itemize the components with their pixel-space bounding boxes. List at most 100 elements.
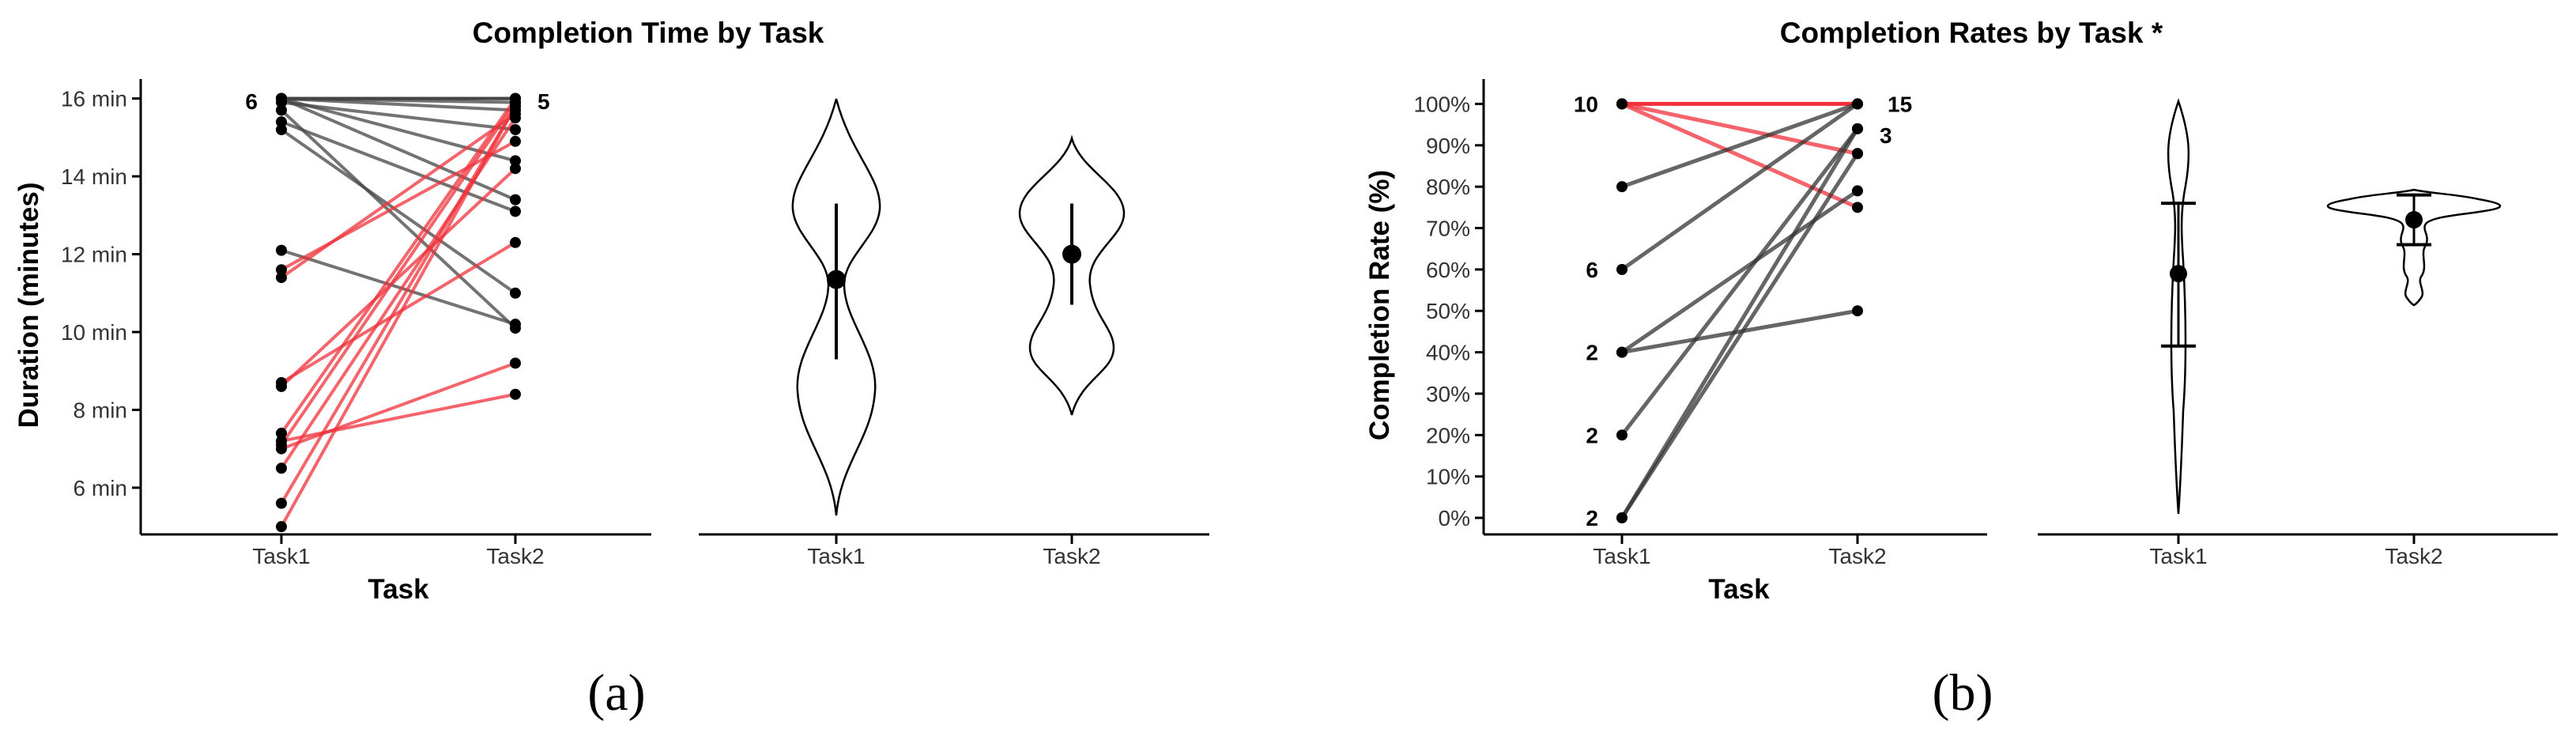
paired-line — [280, 105, 517, 504]
data-point — [510, 135, 521, 147]
chart-b-count-labels: 10 6 2 2 2 15 3 — [1574, 92, 1912, 530]
count-label: 6 — [1586, 258, 1598, 282]
y-tick-label: 50% — [1426, 299, 1470, 323]
data-point — [510, 100, 521, 112]
data-point — [276, 264, 287, 276]
data-point — [1852, 148, 1863, 160]
paired-line — [1620, 152, 1860, 519]
y-tick-label: 10% — [1426, 465, 1470, 489]
count-label: 3 — [1880, 123, 1892, 148]
data-point — [276, 428, 287, 439]
chart-b-y-ticks: 0% 10% 20% 30% 40% 50% 60% 70% 80% 90% 100% — [1413, 92, 1484, 530]
chart-b-violin-xtick-task2: Task2 — [2385, 544, 2442, 568]
paired-line — [280, 101, 517, 446]
data-point — [276, 96, 287, 108]
chart-a-task2-top-label: 5 — [537, 89, 550, 114]
data-point — [276, 497, 287, 509]
data-point — [1616, 429, 1627, 441]
chart-a-title: Completion Time by Task — [473, 17, 824, 49]
chart-b-y-axis-title: Completion Rate (%) — [1364, 170, 1395, 440]
chart-a-violin-stats — [827, 203, 1081, 360]
y-tick-label: 12 min — [61, 243, 127, 267]
chart-b-points — [1616, 98, 1863, 524]
chart-a-violin-xtick-task2: Task2 — [1043, 544, 1100, 568]
paired-line — [281, 140, 516, 271]
paired-line — [281, 96, 516, 112]
paired-line — [1620, 189, 1859, 354]
chart-a-task1-top-label: 6 — [245, 89, 258, 114]
y-tick-label: 40% — [1426, 341, 1470, 365]
chart-a-y-axis-title: Duration (minutes) — [13, 182, 44, 428]
paired-line — [281, 248, 516, 326]
data-point — [1852, 202, 1863, 213]
panel-a: Completion Time by Task 6 min 8 min 10 min… — [13, 17, 1209, 722]
data-point — [510, 319, 521, 330]
y-tick-label: 0% — [1439, 506, 1470, 530]
data-point — [276, 462, 287, 474]
data-point — [1616, 346, 1627, 358]
data-point — [276, 272, 287, 284]
y-tick-label: 30% — [1426, 382, 1470, 406]
data-point — [510, 163, 521, 175]
data-point — [1616, 98, 1627, 110]
data-point — [276, 116, 287, 128]
paired-line — [281, 96, 516, 202]
data-point — [1852, 305, 1863, 317]
data-point — [1616, 181, 1627, 193]
y-tick-label: 90% — [1426, 134, 1470, 158]
data-point — [276, 521, 287, 533]
paired-line — [1620, 127, 1859, 436]
data-point — [510, 287, 521, 299]
chart-b-caption: (b) — [1933, 664, 1993, 722]
paired-line — [280, 108, 517, 330]
chart-b-violin-xtick-task1: Task1 — [2149, 544, 2207, 568]
chart-a-caption: (a) — [587, 664, 645, 722]
chart-a-paired-lines — [280, 96, 517, 528]
y-tick-label: 14 min — [61, 164, 127, 189]
paired-line — [281, 96, 516, 163]
chart-b-violin-stats — [2161, 193, 2431, 348]
data-point — [510, 124, 521, 135]
paired-line — [281, 100, 516, 131]
data-point — [510, 357, 521, 369]
data-point — [276, 443, 287, 455]
y-tick-label: 6 min — [74, 476, 127, 500]
y-tick-label: 8 min — [74, 398, 127, 422]
violin-mean-point — [1062, 244, 1081, 264]
data-point — [1852, 98, 1863, 110]
data-point — [510, 194, 521, 206]
y-tick-label: 70% — [1426, 217, 1470, 241]
chart-b-x-axis-title: Task — [1708, 574, 1770, 605]
y-tick-label: 80% — [1426, 175, 1470, 199]
data-point — [276, 104, 287, 116]
chart-b-title: Completion Rates by Task * — [1780, 17, 2163, 49]
data-point — [510, 206, 521, 217]
paired-line — [281, 361, 516, 451]
paired-line — [280, 97, 517, 435]
data-point — [276, 380, 287, 392]
paired-line — [1621, 101, 1858, 156]
paired-line — [1621, 102, 1858, 189]
paired-line — [1621, 308, 1858, 355]
chart-a-xtick-task1: Task1 — [252, 544, 310, 568]
paired-line — [280, 241, 517, 384]
data-point — [1852, 185, 1863, 197]
y-tick-label: 10 min — [61, 320, 127, 345]
data-point — [510, 236, 521, 248]
data-point — [510, 388, 521, 400]
violin-mean-point — [2170, 265, 2187, 283]
chart-a-y-ticks: 6 min 8 min 10 min 12 min 14 min 16 min — [61, 87, 141, 500]
data-point — [510, 155, 521, 167]
data-point — [276, 244, 287, 256]
paired-line — [1620, 102, 1859, 271]
data-point — [1852, 123, 1863, 134]
chart-a-xtick-task2: Task2 — [486, 544, 544, 568]
paired-line — [1620, 102, 1859, 209]
paired-line — [280, 167, 517, 388]
y-tick-label: 60% — [1426, 258, 1470, 282]
count-label: 10 — [1574, 92, 1598, 116]
count-label: 2 — [1586, 506, 1598, 530]
paired-line — [1620, 127, 1860, 519]
y-tick-label: 16 min — [61, 87, 127, 111]
